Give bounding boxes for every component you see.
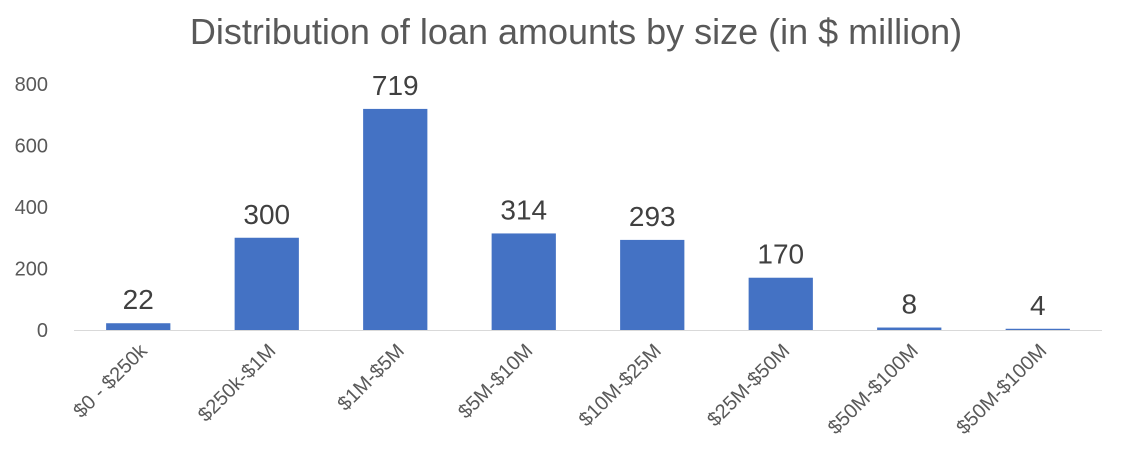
y-tick-label: 200 bbox=[15, 259, 48, 281]
bar bbox=[748, 277, 813, 330]
y-tick-label: 400 bbox=[15, 197, 48, 219]
data-label: 293 bbox=[629, 201, 676, 232]
data-label: 314 bbox=[500, 194, 547, 225]
x-tick-label: $50M-$100M bbox=[952, 340, 1051, 439]
data-label: 719 bbox=[372, 70, 419, 101]
data-label: 170 bbox=[757, 239, 804, 270]
x-tick-label: $1M-$5M bbox=[333, 340, 408, 415]
bar bbox=[1005, 328, 1070, 330]
bar bbox=[363, 108, 428, 330]
bar bbox=[106, 323, 171, 330]
bar bbox=[491, 233, 556, 330]
y-tick-label: 0 bbox=[37, 320, 48, 342]
data-label: 4 bbox=[1030, 290, 1046, 321]
x-tick-label: $0 - $250k bbox=[69, 339, 152, 422]
y-tick-label: 600 bbox=[15, 136, 48, 158]
x-tick-label: $10M-$25M bbox=[575, 340, 666, 431]
bars bbox=[106, 108, 1070, 330]
x-tick-label: $250k-$1M bbox=[194, 340, 280, 426]
x-tick-label: $25M-$50M bbox=[703, 340, 794, 431]
bar bbox=[234, 237, 299, 330]
chart-title: Distribution of loan amounts by size (in… bbox=[190, 11, 962, 52]
x-axis-ticks: $0 - $250k $250k-$1M $1M-$5M $5M-$10M $10M-$… bbox=[69, 339, 1051, 439]
bar bbox=[620, 239, 685, 330]
data-label: 300 bbox=[243, 199, 290, 230]
bar bbox=[877, 327, 942, 330]
data-label: 8 bbox=[901, 289, 917, 320]
y-axis-ticks: 0 200 400 600 800 bbox=[15, 74, 48, 342]
y-tick-label: 800 bbox=[15, 74, 48, 96]
data-labels: 22 300 719 314 293 170 8 4 bbox=[123, 70, 1046, 321]
x-tick-label: $50M-$100M bbox=[824, 340, 923, 439]
x-tick-label: $5M-$10M bbox=[454, 340, 537, 423]
data-label: 22 bbox=[123, 284, 154, 315]
